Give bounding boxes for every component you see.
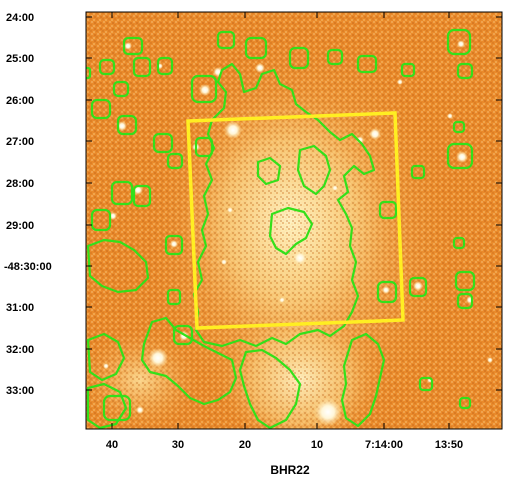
x-tick-label: 30 xyxy=(172,439,184,451)
contour-star xyxy=(446,28,472,56)
contour-lower-center xyxy=(238,348,302,429)
y-tick-label: 26:00 xyxy=(6,95,34,107)
contour-star xyxy=(454,270,476,292)
contour-left-3 xyxy=(86,382,128,429)
y-tick-label: 27:00 xyxy=(6,136,34,148)
contour-star xyxy=(410,164,426,180)
contour-star xyxy=(446,142,474,170)
contour-star xyxy=(166,288,182,306)
contour-star xyxy=(110,180,134,206)
y-tick-label: 32:00 xyxy=(6,344,34,356)
y-tick-label: -48:30:00 xyxy=(4,261,52,273)
x-tick-label: 13:50 xyxy=(435,439,463,451)
contour-star xyxy=(152,132,174,154)
contour-left-1 xyxy=(86,238,150,294)
x-tick-labels: 40 30 20 10 7:14:00 13:50 xyxy=(106,439,463,451)
y-tick-label: 28:00 xyxy=(6,178,34,190)
contour-star xyxy=(418,376,434,392)
contour-star xyxy=(112,80,130,98)
y-tick-label: 31:00 xyxy=(6,302,34,314)
y-tick-marks xyxy=(86,16,502,391)
contour-star xyxy=(356,54,378,74)
contour-inner-hole-2 xyxy=(296,144,332,196)
contour-star xyxy=(456,292,474,310)
contour-star xyxy=(452,120,466,134)
contour-star xyxy=(244,36,268,60)
contour-star xyxy=(86,66,92,80)
contours xyxy=(86,28,476,429)
contour-star xyxy=(164,234,184,256)
y-tick-label: 25:00 xyxy=(6,53,34,65)
contour-star xyxy=(132,184,152,208)
y-tick-label: 33:00 xyxy=(6,385,34,397)
contour-star xyxy=(156,56,174,76)
contour-left-2 xyxy=(86,332,126,382)
x-tick-label: 7:14:00 xyxy=(365,439,403,451)
observation-box xyxy=(186,111,405,330)
contour-star xyxy=(216,30,236,50)
x-tick-label: 40 xyxy=(106,439,118,451)
y-tick-labels: 24:00 25:00 26:00 27:00 28:00 29:00 -48:… xyxy=(4,12,52,397)
contour-star xyxy=(400,62,416,78)
contour-star xyxy=(116,114,138,136)
contour-star xyxy=(98,58,116,76)
contour-star xyxy=(458,396,472,410)
figure-title: BHR22 xyxy=(270,463,310,477)
sky-image xyxy=(86,12,502,429)
x-tick-label: 20 xyxy=(239,439,251,451)
contour-star xyxy=(172,324,194,346)
contour-main-cloud xyxy=(192,62,376,348)
image-frame xyxy=(85,11,503,430)
contour-inner-hole-3 xyxy=(256,156,282,186)
contour-star xyxy=(376,280,398,304)
contour-star xyxy=(326,48,344,66)
contour-star xyxy=(90,208,112,232)
contour-star xyxy=(102,394,132,422)
contour-star xyxy=(194,136,214,158)
contour-star xyxy=(166,152,184,170)
y-tick-label: 29:00 xyxy=(6,220,34,232)
x-tick-marks xyxy=(111,12,450,429)
contour-lower-right xyxy=(340,332,386,428)
contour-inner-hole-1 xyxy=(268,206,314,256)
x-tick-label: 10 xyxy=(311,439,323,451)
contour-lower-left xyxy=(140,316,238,406)
contour-star xyxy=(122,36,144,56)
y-tick-label: 24:00 xyxy=(6,12,34,24)
contour-star xyxy=(378,200,398,220)
contour-star xyxy=(456,62,474,80)
contour-star xyxy=(132,56,152,78)
contour-star xyxy=(90,98,112,120)
contour-star xyxy=(452,236,466,250)
contour-star xyxy=(408,276,428,298)
contour-star xyxy=(288,46,310,70)
contour-star xyxy=(190,74,218,104)
